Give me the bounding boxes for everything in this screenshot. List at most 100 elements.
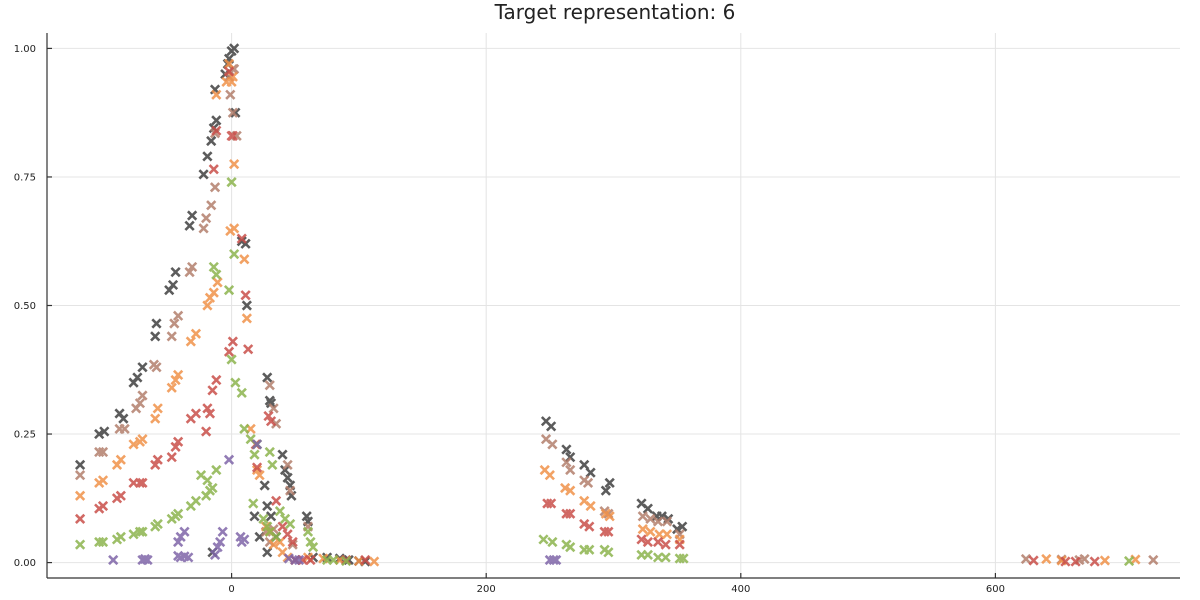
x-tick-label: 200 bbox=[477, 584, 496, 595]
data-point bbox=[223, 66, 235, 77]
data-point bbox=[201, 426, 212, 437]
data-point bbox=[150, 413, 161, 424]
data-point bbox=[1041, 553, 1052, 565]
data-point bbox=[582, 477, 594, 489]
data-point bbox=[137, 477, 148, 489]
data-point bbox=[204, 408, 216, 419]
data-point bbox=[637, 511, 648, 522]
data-point bbox=[209, 182, 221, 193]
data-point bbox=[229, 158, 240, 170]
data-point bbox=[1123, 555, 1135, 567]
data-point bbox=[271, 418, 282, 429]
data-point bbox=[167, 279, 179, 291]
data-point bbox=[287, 539, 298, 550]
data-point bbox=[151, 318, 162, 329]
data-point bbox=[211, 464, 222, 476]
data-point bbox=[226, 176, 237, 188]
data-point bbox=[173, 536, 184, 548]
data-point bbox=[544, 470, 555, 481]
data-point bbox=[248, 498, 259, 509]
series-3 bbox=[74, 66, 1100, 567]
data-point bbox=[226, 354, 237, 365]
data-point bbox=[150, 331, 161, 342]
data-point bbox=[565, 485, 576, 496]
data-point bbox=[267, 459, 278, 471]
data-point bbox=[170, 374, 181, 386]
data-point bbox=[674, 539, 685, 550]
data-point bbox=[166, 382, 177, 393]
data-point bbox=[190, 328, 202, 339]
data-point bbox=[208, 287, 219, 298]
data-point bbox=[251, 462, 263, 473]
data-point bbox=[128, 439, 139, 450]
data-point bbox=[287, 536, 298, 548]
data-point bbox=[152, 518, 163, 530]
data-point bbox=[560, 482, 571, 494]
data-point bbox=[132, 372, 143, 383]
data-point bbox=[584, 544, 595, 555]
data-point bbox=[215, 536, 226, 548]
data-point bbox=[565, 542, 576, 553]
data-point bbox=[236, 387, 247, 399]
data-point bbox=[652, 552, 664, 563]
data-point bbox=[211, 89, 222, 100]
data-point bbox=[142, 554, 153, 566]
data-point bbox=[223, 284, 235, 296]
data-point bbox=[202, 403, 213, 414]
data-point bbox=[268, 539, 279, 550]
data-point bbox=[271, 531, 282, 542]
data-point bbox=[259, 480, 270, 491]
data-point bbox=[262, 521, 273, 532]
data-point bbox=[243, 344, 254, 355]
axes: 0 200 400 600 0.00 0.25 0.50 0.75 1.00 bbox=[14, 33, 1180, 595]
data-point bbox=[579, 518, 590, 530]
data-point bbox=[230, 107, 241, 118]
data-point bbox=[561, 444, 572, 455]
data-point bbox=[652, 536, 664, 548]
data-point bbox=[285, 485, 296, 496]
plot-area bbox=[74, 43, 1159, 567]
data-point bbox=[251, 464, 263, 476]
data-point bbox=[99, 426, 110, 437]
data-point bbox=[97, 500, 109, 512]
data-point bbox=[241, 300, 252, 311]
data-point bbox=[236, 233, 247, 244]
data-point bbox=[173, 369, 184, 381]
data-point bbox=[173, 310, 184, 321]
data-point bbox=[285, 518, 296, 530]
data-point bbox=[604, 511, 615, 522]
data-point bbox=[202, 300, 213, 311]
data-point bbox=[202, 151, 213, 162]
data-point bbox=[74, 490, 86, 501]
data-point bbox=[282, 529, 293, 540]
data-point bbox=[170, 441, 181, 453]
data-point bbox=[1099, 555, 1111, 566]
data-point bbox=[223, 454, 235, 465]
data-point bbox=[277, 521, 288, 532]
data-point bbox=[604, 477, 615, 489]
data-point bbox=[187, 261, 198, 273]
data-point bbox=[74, 470, 86, 481]
data-point bbox=[184, 266, 195, 278]
data-point bbox=[240, 290, 251, 301]
data-point bbox=[264, 380, 275, 391]
data-point bbox=[217, 526, 228, 537]
data-point bbox=[642, 536, 653, 548]
data-point bbox=[74, 459, 86, 471]
data-point bbox=[661, 529, 673, 540]
data-point bbox=[206, 200, 217, 211]
data-point bbox=[195, 470, 207, 481]
data-point bbox=[282, 472, 293, 483]
data-point bbox=[128, 529, 139, 540]
data-point bbox=[1148, 554, 1159, 566]
data-point bbox=[307, 542, 319, 553]
data-point bbox=[305, 554, 316, 566]
data-point bbox=[546, 498, 557, 509]
data-point bbox=[262, 372, 273, 383]
data-point bbox=[211, 115, 222, 126]
data-point bbox=[198, 223, 209, 234]
data-point bbox=[137, 526, 148, 537]
data-point bbox=[190, 408, 202, 419]
data-point bbox=[223, 346, 235, 357]
data-point bbox=[660, 539, 671, 550]
